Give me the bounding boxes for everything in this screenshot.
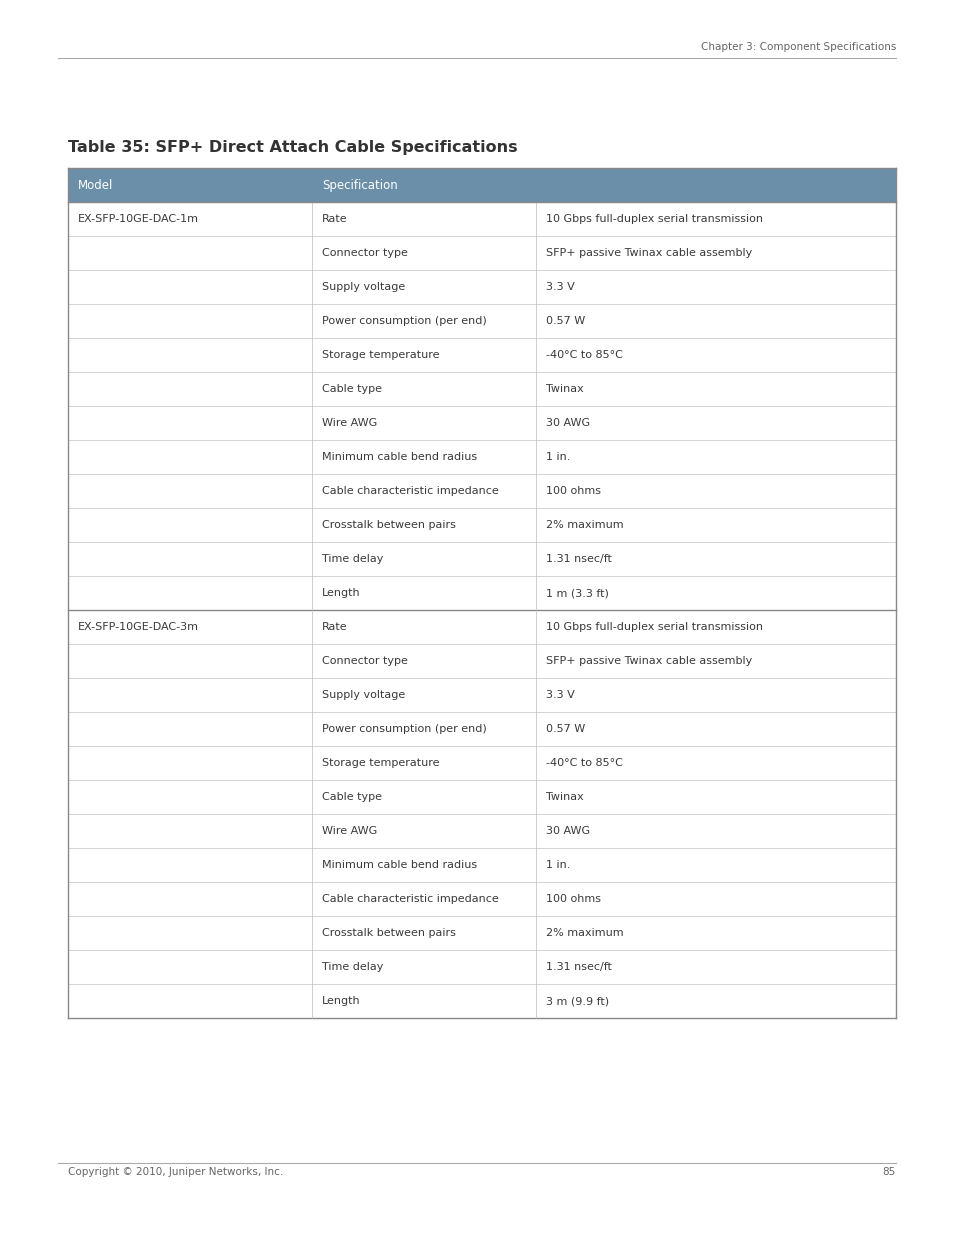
Text: Cable type: Cable type: [322, 384, 382, 394]
Text: 1 in.: 1 in.: [545, 452, 570, 462]
Text: Length: Length: [322, 995, 360, 1007]
Text: Connector type: Connector type: [322, 248, 408, 258]
Text: Twinax: Twinax: [545, 384, 583, 394]
Text: 1 m (3.3 ft): 1 m (3.3 ft): [545, 588, 608, 598]
Text: Copyright © 2010, Juniper Networks, Inc.: Copyright © 2010, Juniper Networks, Inc.: [68, 1167, 283, 1177]
Text: -40°C to 85°C: -40°C to 85°C: [545, 350, 622, 359]
Text: 1.31 nsec/ft: 1.31 nsec/ft: [545, 962, 611, 972]
Text: 1 in.: 1 in.: [545, 860, 570, 869]
Text: EX-SFP-10GE-DAC-1m: EX-SFP-10GE-DAC-1m: [78, 214, 199, 224]
Text: Crosstalk between pairs: Crosstalk between pairs: [322, 520, 456, 530]
Text: 30 AWG: 30 AWG: [545, 826, 589, 836]
Text: Chapter 3: Component Specifications: Chapter 3: Component Specifications: [700, 42, 895, 52]
Text: Rate: Rate: [322, 622, 348, 632]
Text: Wire AWG: Wire AWG: [322, 826, 377, 836]
Text: 3.3 V: 3.3 V: [545, 690, 574, 700]
Text: 85: 85: [882, 1167, 895, 1177]
Text: Wire AWG: Wire AWG: [322, 417, 377, 429]
Text: Supply voltage: Supply voltage: [322, 690, 405, 700]
Text: Minimum cable bend radius: Minimum cable bend radius: [322, 860, 476, 869]
Text: 100 ohms: 100 ohms: [545, 894, 600, 904]
Text: Storage temperature: Storage temperature: [322, 350, 439, 359]
Text: 0.57 W: 0.57 W: [545, 724, 584, 734]
Text: Twinax: Twinax: [545, 792, 583, 802]
Text: Specification: Specification: [322, 179, 397, 191]
Text: Minimum cable bend radius: Minimum cable bend radius: [322, 452, 476, 462]
Text: 1.31 nsec/ft: 1.31 nsec/ft: [545, 555, 611, 564]
Text: Table 35: SFP+ Direct Attach Cable Specifications: Table 35: SFP+ Direct Attach Cable Speci…: [68, 140, 517, 156]
Text: 0.57 W: 0.57 W: [545, 316, 584, 326]
Text: Storage temperature: Storage temperature: [322, 758, 439, 768]
Text: Rate: Rate: [322, 214, 348, 224]
Text: 2% maximum: 2% maximum: [545, 927, 623, 939]
Text: 30 AWG: 30 AWG: [545, 417, 589, 429]
Text: 10 Gbps full-duplex serial transmission: 10 Gbps full-duplex serial transmission: [545, 622, 762, 632]
Text: SFP+ passive Twinax cable assembly: SFP+ passive Twinax cable assembly: [545, 656, 751, 666]
Bar: [68, 168, 895, 203]
Text: Time delay: Time delay: [322, 555, 383, 564]
Text: Length: Length: [322, 588, 360, 598]
Text: Connector type: Connector type: [322, 656, 408, 666]
Text: 3.3 V: 3.3 V: [545, 282, 574, 291]
Text: Crosstalk between pairs: Crosstalk between pairs: [322, 927, 456, 939]
Text: -40°C to 85°C: -40°C to 85°C: [545, 758, 622, 768]
Text: Supply voltage: Supply voltage: [322, 282, 405, 291]
Text: Cable type: Cable type: [322, 792, 382, 802]
Text: EX-SFP-10GE-DAC-3m: EX-SFP-10GE-DAC-3m: [78, 622, 199, 632]
Text: SFP+ passive Twinax cable assembly: SFP+ passive Twinax cable assembly: [545, 248, 751, 258]
Text: 10 Gbps full-duplex serial transmission: 10 Gbps full-duplex serial transmission: [545, 214, 762, 224]
Text: 3 m (9.9 ft): 3 m (9.9 ft): [545, 995, 608, 1007]
Text: 2% maximum: 2% maximum: [545, 520, 623, 530]
Text: Power consumption (per end): Power consumption (per end): [322, 724, 486, 734]
Text: Cable characteristic impedance: Cable characteristic impedance: [322, 487, 498, 496]
Text: Time delay: Time delay: [322, 962, 383, 972]
Text: Cable characteristic impedance: Cable characteristic impedance: [322, 894, 498, 904]
Text: Power consumption (per end): Power consumption (per end): [322, 316, 486, 326]
Text: 100 ohms: 100 ohms: [545, 487, 600, 496]
Text: Model: Model: [78, 179, 113, 191]
